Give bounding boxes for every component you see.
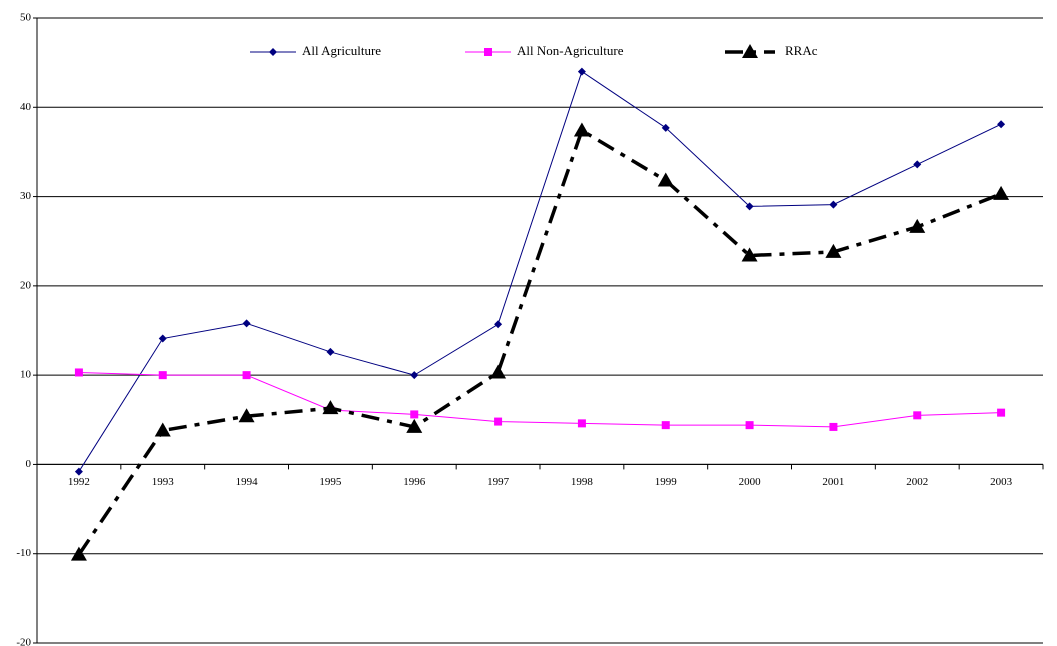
x-tick-label: 2001 [822, 476, 844, 488]
marker [741, 247, 758, 262]
x-tick-label: 1993 [152, 476, 175, 488]
marker [484, 48, 492, 56]
marker [269, 48, 277, 56]
marker [913, 160, 922, 169]
marker [158, 371, 167, 380]
y-tick-label: 0 [26, 458, 32, 470]
marker [573, 122, 590, 137]
series-line [78, 371, 1002, 428]
marker [745, 421, 754, 430]
marker [74, 368, 83, 377]
marker [242, 371, 251, 380]
legend-label: All Non-Agriculture [517, 43, 624, 58]
legend-label: All Agriculture [302, 43, 381, 58]
y-tick-label: 40 [20, 101, 32, 113]
marker [154, 422, 171, 437]
x-tick-label: 1997 [487, 476, 510, 488]
series-line [77, 127, 1002, 556]
x-tick-label: 1992 [68, 476, 90, 488]
x-tick-label: 2002 [906, 476, 928, 488]
y-tick-label: -20 [16, 637, 31, 646]
marker [825, 243, 842, 258]
marker [993, 185, 1010, 200]
marker [909, 218, 926, 233]
y-tick-label: 10 [20, 369, 32, 381]
marker [997, 408, 1006, 417]
y-tick-label: 20 [20, 279, 32, 291]
legend: All Agriculture All Non-Agriculture RRAc [250, 43, 818, 58]
marker [322, 400, 339, 415]
y-tick-label: 30 [20, 190, 32, 202]
marker [410, 371, 419, 380]
marker [238, 408, 255, 423]
marker [242, 319, 251, 328]
marker [577, 419, 586, 428]
marker [742, 44, 758, 58]
marker [490, 364, 507, 379]
marker [661, 123, 670, 132]
marker [657, 172, 674, 187]
x-tick-label: 1995 [319, 476, 342, 488]
series-line [78, 70, 1002, 472]
marker [74, 467, 83, 476]
x-tick-label: 1994 [236, 476, 259, 488]
x-tick-label: 1999 [655, 476, 678, 488]
marker [661, 421, 670, 430]
marker [745, 202, 754, 211]
marker [829, 422, 838, 431]
legend-label: RRAc [785, 43, 818, 58]
marker [158, 334, 167, 343]
x-tick-label: 2003 [990, 476, 1013, 488]
x-tick-label: 2000 [739, 476, 762, 488]
marker [913, 411, 922, 420]
marker [577, 67, 586, 76]
marker [406, 418, 423, 433]
marker [997, 120, 1006, 129]
marker [829, 200, 838, 209]
y-tick-label: 50 [20, 12, 32, 24]
x-tick-label: 1998 [571, 476, 594, 488]
marker [326, 347, 335, 356]
x-tick-label: 1996 [403, 476, 426, 488]
marker [494, 320, 503, 329]
marker [494, 417, 503, 426]
y-tick-label: -10 [16, 547, 31, 559]
marker [410, 410, 419, 419]
marker [70, 546, 87, 561]
